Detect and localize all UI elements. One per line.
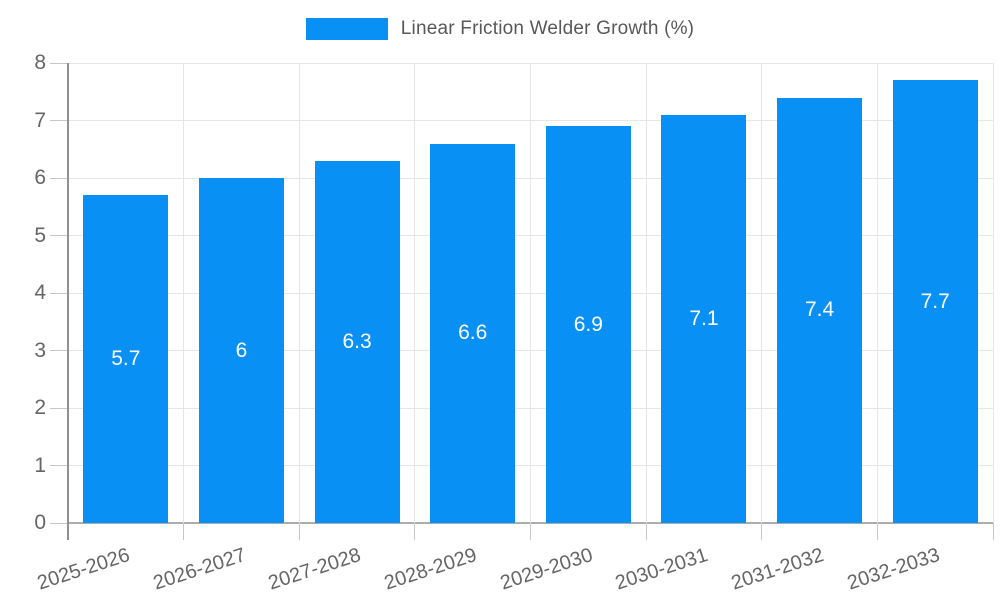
y-axis-line	[67, 63, 69, 540]
x-axis-tick-mark	[645, 523, 647, 540]
x-gridline	[298, 63, 300, 523]
x-axis-label: 2032-2033	[844, 544, 942, 595]
y-axis-tick-label: 1	[34, 453, 46, 477]
y-axis-tick-mark	[50, 465, 68, 466]
growth-bar: 6	[198, 178, 284, 523]
y-axis-tick-label: 5	[34, 223, 46, 247]
chart-legend: Linear Friction Welder Growth (%)	[0, 18, 1000, 40]
y-axis-tick-label: 4	[34, 281, 46, 304]
x-axis-label: 2025-2026	[34, 544, 133, 595]
y-axis-tick-mark	[50, 120, 68, 121]
x-axis-tick-mark	[414, 523, 416, 540]
y-axis-tick-label: 8	[34, 51, 46, 74]
bar-value-label: 6	[235, 338, 248, 362]
x-gridline	[530, 63, 531, 523]
y-axis-tick-mark	[50, 177, 68, 179]
x-axis-label: 2030-2031	[612, 544, 711, 595]
legend-series-label: Linear Friction Welder Growth (%)	[400, 18, 695, 39]
x-axis-label: 2027-2028	[266, 544, 364, 595]
x-axis-tick-mark	[183, 523, 185, 540]
x-axis-tick-mark	[876, 523, 878, 540]
y-axis-tick-label: 2	[34, 396, 46, 419]
x-axis-label: 2028-2029	[381, 544, 480, 595]
growth-bar: 6.6	[430, 143, 516, 523]
y-axis-tick-label: 7	[34, 108, 46, 132]
x-gridline	[183, 63, 185, 523]
x-axis-label: 2026-2027	[150, 544, 249, 595]
x-axis-tick-mark	[761, 523, 763, 540]
x-axis-tick-mark	[298, 523, 300, 540]
y-axis-tick-mark	[50, 522, 68, 524]
bar-value-label: 5.7	[111, 347, 141, 371]
x-axis: 2025-2026 2026-2027 2027-2028 2028-2029 2029…	[35, 523, 994, 600]
x-gridline	[414, 63, 416, 523]
y-axis-tick-mark	[50, 407, 68, 409]
y-axis-tick-label: 6	[34, 166, 46, 189]
y-axis-tick-label: 0	[34, 511, 46, 534]
y-axis-tick-mark	[50, 235, 68, 236]
growth-bar: 7.4	[777, 97, 863, 523]
bar-value-label: 7.7	[920, 289, 950, 313]
x-gridline	[876, 63, 878, 523]
growth-bar: 6.3	[314, 160, 400, 523]
x-axis-label: 2029-2030	[497, 544, 596, 595]
growth-bar: 7.1	[661, 114, 747, 523]
bar-value-label: 6.3	[342, 329, 372, 353]
x-gridline	[992, 63, 994, 523]
x-axis-tick-mark	[992, 523, 994, 540]
legend-color-swatch	[305, 18, 388, 40]
x-axis-label: 2031-2032	[728, 544, 827, 595]
bar-value-label: 7.4	[804, 298, 835, 322]
y-axis-tick-mark	[50, 292, 68, 294]
growth-bar: 6.9	[545, 126, 631, 523]
y-axis-tick-label: 3	[34, 338, 46, 362]
growth-bar: 7.7	[892, 80, 978, 523]
plot-area: 5.7 6 6.3 6.6 6.9 7.1 7.4 7.7	[67, 62, 994, 540]
y-axis-tick-mark	[50, 62, 68, 64]
x-gridline	[761, 63, 763, 523]
x-gridline	[645, 63, 647, 523]
bar-value-label: 6.6	[458, 321, 488, 345]
bar-value-label: 6.9	[573, 312, 603, 336]
y-axis-tick-mark	[50, 350, 68, 351]
growth-bar: 5.7	[83, 195, 169, 523]
bar-value-label: 7.1	[689, 306, 719, 330]
x-axis-tick-mark	[530, 523, 531, 540]
